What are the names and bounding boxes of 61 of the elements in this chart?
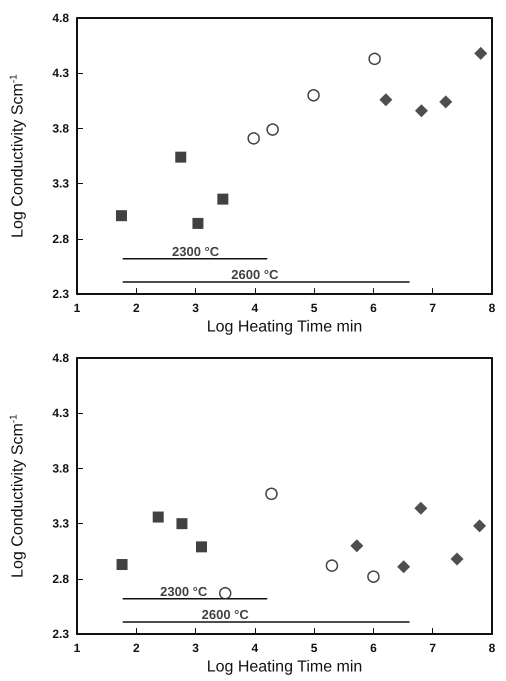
x-tick-label: 5 [310,301,318,316]
y-tick-label: 2.3 [52,287,70,302]
y-tick-label: 3.8 [52,461,70,476]
point [414,104,428,118]
x-tick-label: 1 [74,301,81,316]
point [175,152,186,163]
y-tick-label: 2.8 [52,232,70,246]
x-tick-label: 3 [192,641,200,656]
point [152,512,164,523]
annotation: 2300 °C [172,244,220,259]
point [379,93,392,106]
x-tick-label: 2 [132,641,140,656]
x-axis-title: Log Heating Time min [206,658,362,676]
y-axis-title: Log Conductivity Scm-1 [8,414,26,578]
annotation: 2300 °C [160,584,208,599]
x-tick-label: 5 [310,641,318,656]
y-tick-label: 3.8 [52,121,70,136]
point [368,52,381,66]
y-tick-label: 4.3 [52,406,70,420]
annotation: 2600 °C [202,606,250,622]
point [397,560,410,574]
x-axis-title: Log Heating Time min [206,318,362,336]
point [217,194,228,205]
point [307,89,320,102]
annotation: 2600 °C [231,266,280,282]
point [265,488,278,500]
x-tick-label: 6 [370,641,378,656]
x-tick-label: 8 [488,641,496,656]
x-tick-label: 7 [429,301,436,316]
y-tick-label: 2.3 [52,627,70,642]
point [192,218,204,229]
y-axis-title: Log Conductivity Scm-1 [8,74,26,238]
point [218,586,232,600]
point [350,539,364,552]
point [326,559,338,572]
y-tick-label: 2.8 [52,572,70,586]
point [196,541,207,552]
y-tick-label: 3.3 [52,516,70,531]
x-tick-label: 4 [252,641,259,656]
x-tick-label: 7 [429,641,436,656]
point [116,559,128,570]
y-tick-label: 4.8 [52,351,70,365]
point [414,502,428,515]
point [473,519,486,532]
point [474,46,488,60]
x-tick-label: 2 [132,301,140,316]
x-tick-label: 8 [488,301,496,316]
point [116,210,127,222]
point [176,518,188,530]
x-tick-label: 3 [192,301,200,316]
point [247,132,260,145]
point [450,552,464,566]
x-tick-label: 4 [252,301,259,316]
point [266,123,279,136]
point [439,95,452,108]
y-tick-label: 4.3 [52,66,70,80]
point [367,570,380,583]
x-tick-label: 6 [370,301,378,316]
y-tick-label: 3.3 [52,176,70,191]
x-tick-label: 1 [74,641,81,656]
y-tick-label: 4.8 [52,11,70,25]
